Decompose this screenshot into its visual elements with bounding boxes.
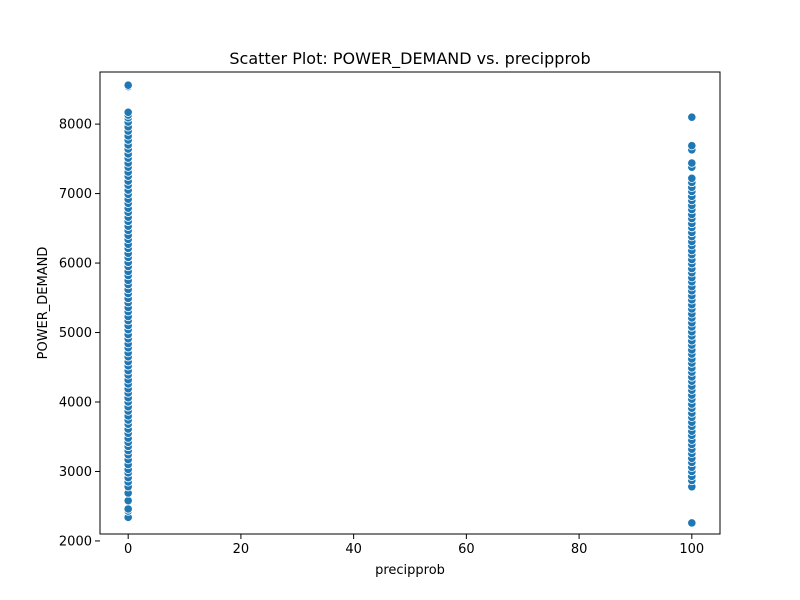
data-point	[123, 496, 133, 506]
x-tick-label: 40	[345, 542, 362, 557]
data-point	[687, 141, 697, 151]
y-axis: 2000 3000 4000 5000 6000 7000 8000	[59, 118, 100, 549]
data-point	[687, 173, 697, 183]
chart-title: Scatter Plot: POWER_DEMAND vs. precippro…	[229, 49, 590, 69]
data-point	[123, 107, 133, 117]
y-tick-label: 7000	[59, 187, 92, 202]
y-tick-label: 3000	[59, 465, 92, 480]
y-tick-label: 6000	[59, 257, 92, 272]
x-tick-label: 60	[458, 542, 475, 557]
y-tick-label: 5000	[59, 326, 92, 341]
x-tick-label: 80	[571, 542, 588, 557]
x-axis: 0 20 40 60 80 100	[124, 534, 704, 557]
data-point	[687, 112, 697, 122]
data-point	[687, 158, 697, 168]
x-tick-label: 20	[233, 542, 250, 557]
data-point	[687, 518, 697, 528]
y-tick-label: 4000	[59, 396, 92, 411]
x-tick-label: 0	[124, 542, 132, 557]
y-tick-label: 8000	[59, 118, 92, 133]
y-axis-label: POWER_DEMAND	[36, 247, 51, 360]
y-tick-label: 2000	[59, 534, 92, 549]
data-point	[123, 504, 133, 514]
data-point	[123, 80, 133, 90]
x-tick-label: 100	[679, 542, 704, 557]
x-axis-label: precipprob	[375, 563, 445, 578]
plot-frame	[99, 71, 721, 535]
points-layer	[123, 80, 697, 528]
